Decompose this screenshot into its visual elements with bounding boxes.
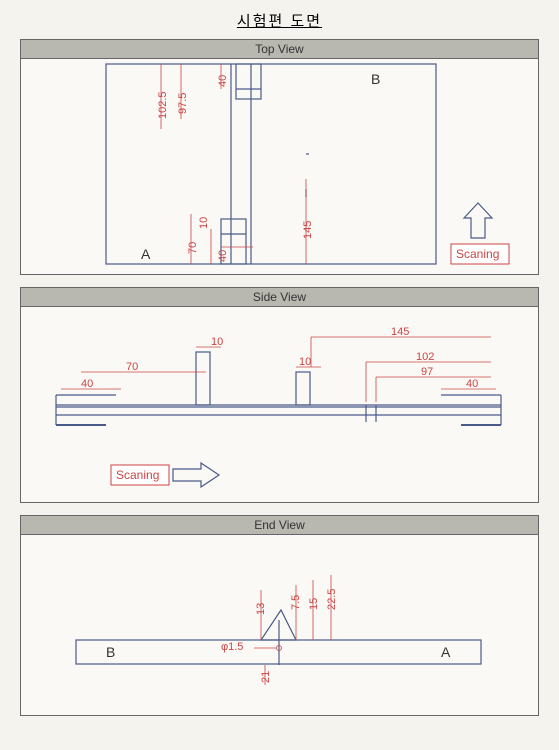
sd-145: 145 (391, 326, 409, 338)
end-view-body: 13 7.5 15 22.5 φ1.5 21 B A (21, 535, 538, 715)
side-view-header: Side View (21, 288, 538, 307)
ed-21: 21 (260, 671, 272, 683)
label-a-end: A (441, 644, 451, 660)
end-view-header: End View (21, 516, 538, 535)
ed-22-5: 22.5 (326, 589, 338, 610)
svg-text:Scaning: Scaning (456, 247, 499, 261)
scanning-indicator-top: Scaning (451, 203, 509, 264)
scanning-indicator-side: Scaning (111, 463, 219, 487)
top-view-drawing: 102.5 97.5 40 70 10 40 145 A B Scaning (21, 59, 536, 274)
end-view-panel: End View 13 7.5 15 22.5 φ1.5 21 B (20, 515, 539, 716)
side-view-panel: Side View 10 70 40 (20, 287, 539, 503)
page-title: 시험편 도면 (20, 10, 539, 31)
side-view-drawing: 10 70 40 10 145 102 97 40 Scaning (21, 307, 536, 502)
ed-phi: φ1.5 (221, 641, 243, 653)
sd-10b: 10 (299, 356, 311, 368)
sd-40b: 40 (466, 378, 478, 390)
dim-40a: 40 (217, 75, 229, 87)
top-view-header: Top View (21, 40, 538, 59)
dim-70: 70 (187, 242, 199, 254)
ed-15: 15 (308, 598, 320, 610)
sd-40a: 40 (81, 378, 93, 390)
dim-10: 10 (198, 217, 210, 229)
end-view-drawing: 13 7.5 15 22.5 φ1.5 21 B A (21, 535, 536, 715)
label-a-top: A (141, 246, 151, 262)
label-b-end: B (106, 644, 115, 660)
dim-97-5: 97.5 (177, 93, 189, 114)
sd-102: 102 (416, 351, 434, 363)
svg-text:Scaning: Scaning (116, 468, 159, 482)
sd-97: 97 (421, 366, 433, 378)
label-b-top: B (371, 71, 380, 87)
dim-145: 145 (302, 221, 314, 239)
sd-10a: 10 (211, 336, 223, 348)
ed-13: 13 (255, 603, 267, 615)
top-view-body: 102.5 97.5 40 70 10 40 145 A B Scaning (21, 59, 538, 274)
dim-40b: 40 (217, 250, 229, 262)
dim-102-5: 102.5 (157, 91, 169, 119)
sd-70: 70 (126, 361, 138, 373)
top-view-panel: Top View 102.5 97.5 40 (20, 39, 539, 275)
side-view-body: 10 70 40 10 145 102 97 40 Scaning (21, 307, 538, 502)
ed-7-5: 7.5 (290, 595, 302, 610)
